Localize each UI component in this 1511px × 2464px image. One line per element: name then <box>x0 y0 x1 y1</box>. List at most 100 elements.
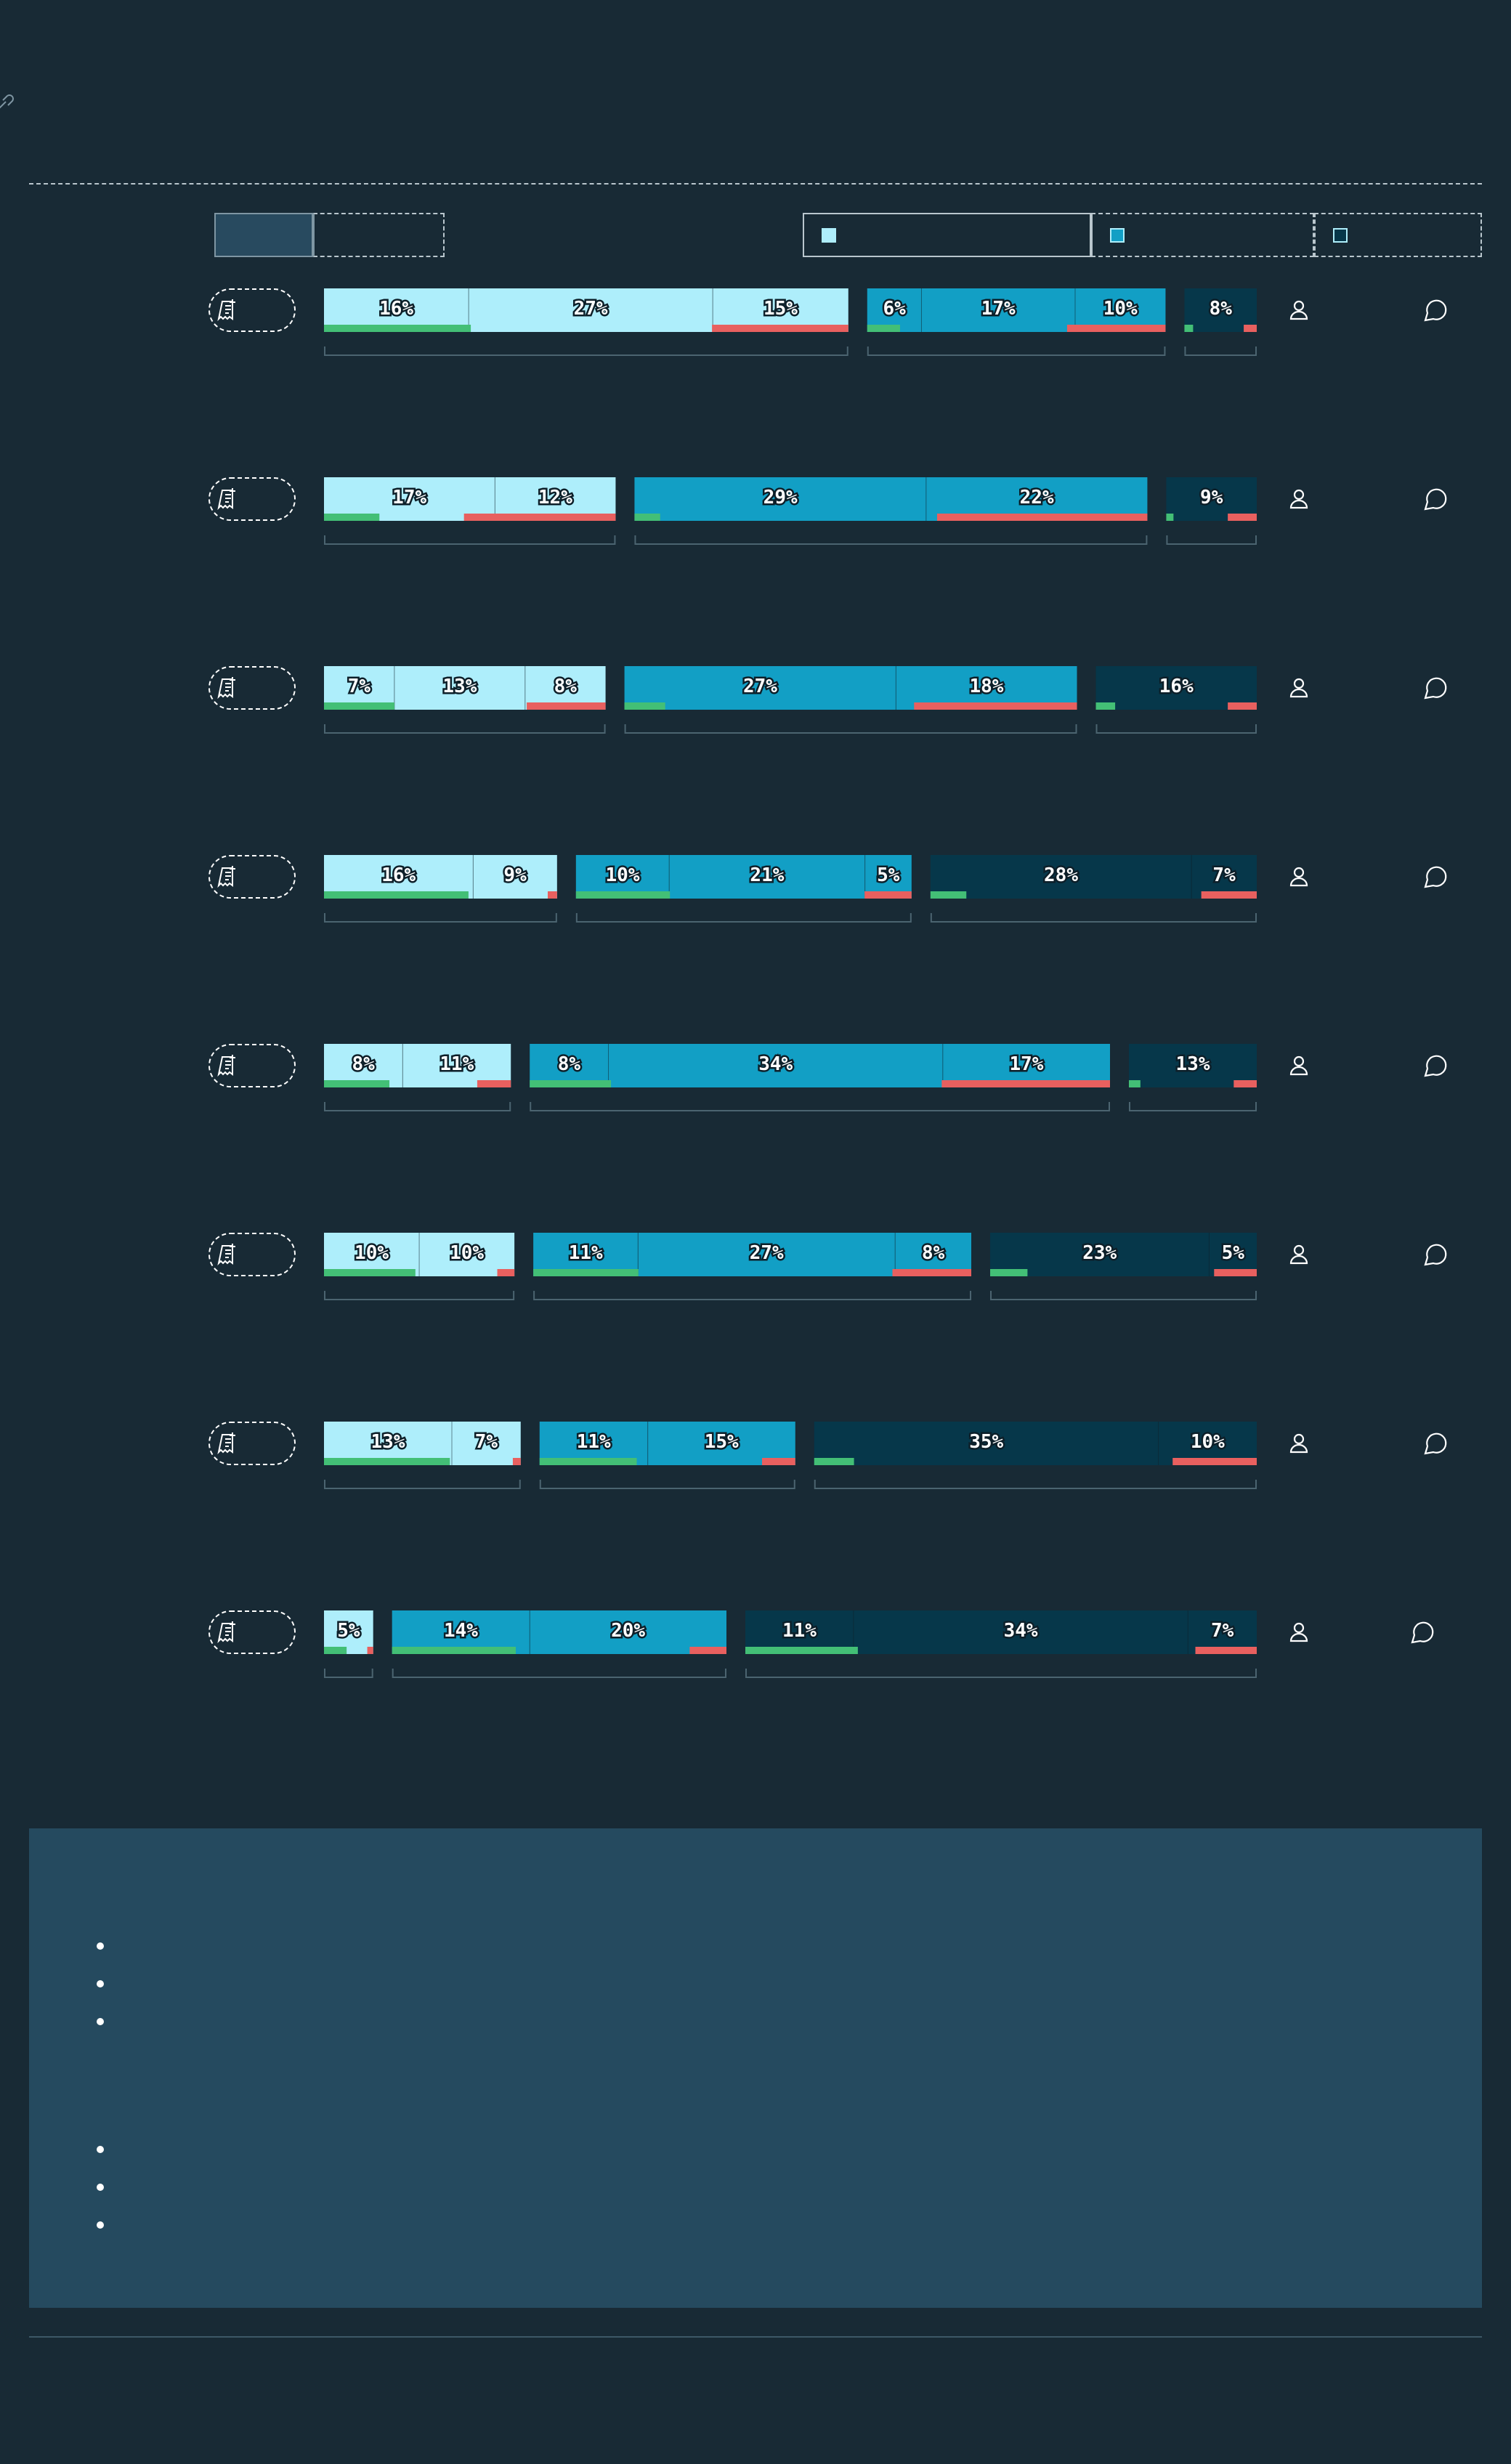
list-bullet <box>97 2184 104 2191</box>
bar-data-label: 28% <box>1044 864 1078 886</box>
bar-data-label: 16% <box>1159 676 1194 697</box>
bar-data-label: 5% <box>1222 1242 1245 1264</box>
bar-segment[interactable] <box>930 855 1192 899</box>
person-icon[interactable] <box>1293 1622 1305 1634</box>
group-bracket <box>530 1102 1110 1111</box>
person-icon[interactable] <box>1293 1244 1305 1256</box>
positive-marker <box>1095 702 1116 710</box>
bar-data-label: 18% <box>969 676 1003 697</box>
list-bullet <box>97 2018 104 2025</box>
comment-bubble-icon[interactable] <box>1424 488 1447 511</box>
positive-marker <box>1166 514 1174 521</box>
negative-marker <box>1228 514 1257 521</box>
bar-data-label: 20% <box>611 1620 645 1642</box>
person-icon-body <box>1289 499 1308 509</box>
list-bullet <box>97 1942 104 1950</box>
stacked-bar-chart: 16% 27% 15% 6% 17% 10% 8% 17% 12% 29% 22% 9% 7% 13% 8%… <box>208 288 1447 1678</box>
comment-bubble-icon[interactable] <box>1424 1432 1447 1455</box>
group-bracket <box>930 913 1257 923</box>
positive-marker <box>324 514 380 521</box>
comment-bubble-icon[interactable] <box>1424 1244 1447 1266</box>
bar-segment[interactable] <box>669 855 865 899</box>
group-bracket <box>1166 535 1257 545</box>
bar-data-label: 34% <box>1004 1620 1038 1642</box>
person-icon-body <box>1289 1632 1308 1642</box>
group-bracket <box>392 1669 726 1678</box>
row-label-pill[interactable] <box>208 666 296 710</box>
bar-data-label: 14% <box>444 1620 478 1642</box>
bar-data-label: 13% <box>371 1431 405 1453</box>
bar-data-label: 11% <box>782 1620 817 1642</box>
receipt-icon <box>217 1244 235 1266</box>
comment-bubble-icon[interactable] <box>1424 1055 1447 1077</box>
negative-marker <box>892 1269 972 1276</box>
person-icon[interactable] <box>1293 1433 1305 1445</box>
bar-data-label: 27% <box>743 676 777 697</box>
person-icon[interactable] <box>1293 1055 1305 1067</box>
bar-segment[interactable] <box>469 288 713 332</box>
comment-bubble-icon[interactable] <box>1424 866 1447 888</box>
row-label-pill[interactable] <box>208 288 296 332</box>
legend-item-segment-c[interactable] <box>1314 213 1482 257</box>
tab-secondary[interactable] <box>313 213 445 257</box>
legend-swatch-a <box>822 228 836 243</box>
bar-data-label: 11% <box>577 1431 611 1453</box>
person-icon[interactable] <box>1293 867 1305 878</box>
legend-item-segment-a[interactable] <box>803 213 1091 257</box>
bar-data-label: 13% <box>442 676 477 697</box>
bar-data-label: 6% <box>883 298 906 320</box>
comment-bubble-icon[interactable] <box>1411 1621 1434 1644</box>
row-label-pill[interactable] <box>208 1044 296 1087</box>
group-bracket <box>324 913 557 923</box>
bar-segment[interactable] <box>624 666 896 710</box>
row-label-pill[interactable] <box>208 1610 296 1654</box>
negative-marker <box>1195 1647 1257 1654</box>
person-icon[interactable] <box>1293 678 1305 689</box>
person-icon[interactable] <box>1293 300 1305 312</box>
bar-data-label: 10% <box>606 864 640 886</box>
bar-data-label: 21% <box>750 864 784 886</box>
legend-item-segment-b[interactable] <box>1091 213 1314 257</box>
bar-data-label: 23% <box>1082 1242 1117 1264</box>
bar-data-label: 22% <box>1020 487 1054 508</box>
bar-data-label: 27% <box>574 298 608 320</box>
bar-segment[interactable] <box>921 288 1075 332</box>
bar-segment[interactable] <box>853 1610 1188 1654</box>
positive-marker <box>745 1647 858 1654</box>
bar-data-label: 9% <box>503 864 527 886</box>
group-bracket <box>324 1291 515 1300</box>
positive-marker <box>324 325 471 332</box>
receipt-icon <box>217 488 235 511</box>
row-label-pill[interactable] <box>208 855 296 899</box>
receipt-icon <box>217 1621 235 1644</box>
person-icon-body <box>1289 310 1308 320</box>
notes-panel <box>29 1828 1482 2308</box>
bar-segment[interactable] <box>608 1044 943 1087</box>
bar-segment[interactable] <box>638 1233 896 1276</box>
row-label-pill[interactable] <box>208 477 296 521</box>
row-label-pill[interactable] <box>208 1233 296 1276</box>
group-bracket <box>1184 346 1257 356</box>
bar-segment[interactable] <box>452 1422 521 1465</box>
group-bracket <box>990 1291 1257 1300</box>
bar-segment[interactable] <box>473 855 557 899</box>
person-icon-body <box>1289 1255 1308 1265</box>
bar-data-label: 7% <box>1211 1620 1234 1642</box>
comment-bubble-icon[interactable] <box>1424 677 1447 700</box>
bar-segment[interactable] <box>634 477 926 521</box>
row-label-pill[interactable] <box>208 1422 296 1465</box>
person-icon[interactable] <box>1293 489 1305 500</box>
tab-primary[interactable] <box>214 213 313 257</box>
bar-data-label: 29% <box>763 487 798 508</box>
receipt-icon <box>217 1432 235 1455</box>
bar-data-label: 27% <box>750 1242 784 1264</box>
group-bracket <box>539 1480 795 1489</box>
bar-segment[interactable] <box>394 666 525 710</box>
comment-bubble-icon[interactable] <box>1424 299 1447 322</box>
group-bracket <box>324 724 606 734</box>
positive-marker <box>539 1458 637 1465</box>
list-bullet <box>97 1980 104 1987</box>
bar-segment[interactable] <box>814 1422 1159 1465</box>
positive-marker <box>324 1080 390 1087</box>
bar-data-label: 7% <box>475 1431 498 1453</box>
